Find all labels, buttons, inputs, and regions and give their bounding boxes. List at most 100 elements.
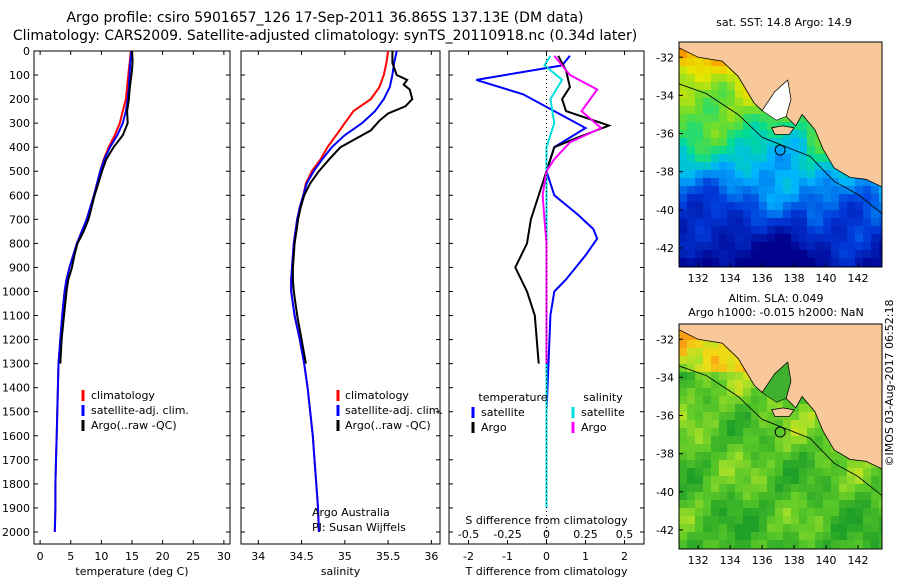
map-cell: [679, 348, 687, 356]
map-cell: [711, 162, 719, 170]
map-cell: [807, 428, 815, 436]
x-tick-label: 136: [752, 554, 773, 567]
map-cell: [823, 194, 831, 202]
map-cell: [743, 428, 751, 436]
map-cell: [799, 492, 807, 500]
map-cell: [815, 258, 823, 266]
map-cell: [719, 420, 727, 428]
map-cell: [863, 492, 871, 500]
header-line-2: Climatology: CARS2009. Satellite-adjuste…: [12, 28, 638, 44]
map-cell: [823, 508, 831, 516]
map-cell: [863, 476, 871, 484]
map-cell: [719, 348, 727, 356]
x-tick-label: 132: [688, 272, 709, 285]
map-cell: [871, 218, 879, 226]
map-cell: [687, 130, 695, 138]
series-line: [53, 50, 133, 533]
map-cell: [751, 162, 759, 170]
map-cell: [823, 250, 831, 258]
map-cell: [863, 258, 871, 266]
sst-map-panel: 132 134 136 138 140 142 -32 -34 -36 -38 -40 -42 sat.…: [656, 16, 883, 285]
map-cell: [799, 524, 807, 532]
map-cell: [735, 258, 743, 266]
map-cell: [687, 516, 695, 524]
map-cell: [711, 508, 719, 516]
map-cell: [783, 162, 791, 170]
map-cell: [855, 516, 863, 524]
map-cell: [831, 484, 839, 492]
map-cell: [711, 58, 719, 66]
map-cell: [711, 452, 719, 460]
y-tick-label: 1800: [2, 478, 30, 491]
map-cell: [855, 540, 863, 548]
x-tick-label: 10: [94, 550, 108, 563]
map-cell: [735, 82, 743, 90]
map-cell: [783, 114, 791, 122]
map-cell: [847, 258, 855, 266]
map-cell: [743, 468, 751, 476]
map-cell: [783, 396, 791, 404]
legend-label: satellite: [481, 406, 525, 419]
map-cell: [767, 540, 775, 548]
map-cell: [687, 508, 695, 516]
map-cell: [711, 146, 719, 154]
map-cell: [791, 234, 799, 242]
map-cell: [775, 138, 783, 146]
map-cell: [711, 170, 719, 178]
map-cell: [791, 500, 799, 508]
x-axis-label: T difference from climatology: [465, 565, 628, 578]
map-cell: [679, 532, 687, 540]
y-tick-label: 1200: [2, 334, 30, 347]
map-cell: [871, 468, 879, 476]
map-cell: [711, 154, 719, 162]
map-cell: [823, 460, 831, 468]
map-cell: [679, 50, 687, 58]
map-cell: [751, 250, 759, 258]
map-cell: [847, 484, 855, 492]
map-cell: [703, 258, 711, 266]
map-cell: [703, 178, 711, 186]
map-cell: [831, 242, 839, 250]
map-cell: [711, 476, 719, 484]
map-cell: [767, 114, 775, 122]
map-cell: [759, 234, 767, 242]
y-tick-label: -36: [656, 410, 674, 423]
map-cell: [775, 218, 783, 226]
map-cell: [687, 444, 695, 452]
map-cell: [743, 412, 751, 420]
map-cell: [703, 492, 711, 500]
map-cell: [727, 178, 735, 186]
map-cell: [703, 404, 711, 412]
map-cell: [743, 404, 751, 412]
map-cell: [799, 452, 807, 460]
map-cell: [735, 404, 743, 412]
map-cell: [791, 484, 799, 492]
map-cell: [767, 492, 775, 500]
map-cell: [687, 58, 695, 66]
map-cell: [711, 532, 719, 540]
map-cell: [719, 138, 727, 146]
map-cell: [863, 468, 871, 476]
legend-label: satellite: [581, 406, 625, 419]
map-cell: [759, 178, 767, 186]
map-cell: [871, 476, 879, 484]
map-cell: [687, 396, 695, 404]
map-cell: [831, 492, 839, 500]
y-tick-label: 2000: [2, 526, 30, 539]
map-cell: [791, 404, 799, 412]
map-cell: [719, 500, 727, 508]
map-cell: [807, 460, 815, 468]
map-cell: [863, 540, 871, 548]
map-cell: [751, 468, 759, 476]
map-cell: [711, 396, 719, 404]
map-cell: [759, 532, 767, 540]
y-tick-label: -38: [656, 448, 674, 461]
map-cell: [727, 146, 735, 154]
map-cell: [831, 258, 839, 266]
map-cell: [679, 114, 687, 122]
map-cell: [775, 428, 783, 436]
map-cell: [783, 226, 791, 234]
map-cell: [799, 138, 807, 146]
map-cell: [687, 162, 695, 170]
map-cell: [807, 250, 815, 258]
